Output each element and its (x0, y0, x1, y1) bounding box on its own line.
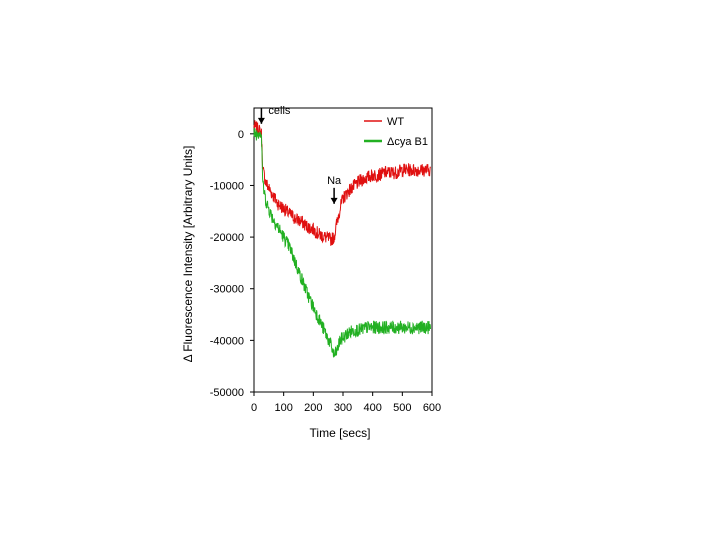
x-tick-label: 600 (423, 402, 441, 414)
annotation-arrowhead-1 (330, 197, 338, 204)
x-tick-label: 0 (251, 402, 257, 414)
x-axis-ticks: 0 100 200 300 400 500 600 (251, 392, 441, 414)
x-tick-label: 500 (393, 402, 411, 414)
annotation-label-1: Na (327, 175, 342, 187)
y-axis-ticks: 0 -10000 -20000 -30000 -40000 -50000 (210, 129, 254, 399)
x-tick-label: 200 (304, 402, 322, 414)
series-line-0 (253, 120, 431, 246)
legend-label-1: Δcya B1 (387, 136, 428, 148)
y-tick-label: -20000 (210, 232, 244, 244)
annotation-layer: cells Na (257, 105, 342, 204)
y-tick-label: -50000 (210, 387, 244, 399)
plot-frame (253, 107, 433, 393)
y-tick-label: -30000 (210, 284, 244, 296)
y-axis-title: Δ Fluorescence Intensity [Arbitrary Unit… (181, 146, 195, 363)
x-tick-label: 300 (334, 402, 352, 414)
x-axis-title: Time [secs] (310, 426, 371, 440)
y-tick-label: 0 (238, 129, 244, 141)
series-layer (253, 120, 431, 358)
annotation-label-0: cells (268, 105, 291, 117)
x-tick-label: 100 (274, 402, 292, 414)
legend-label-0: WT (387, 116, 404, 128)
legend: WT Δcya B1 (364, 116, 428, 148)
annotation-arrowhead-0 (257, 117, 265, 124)
y-tick-label: -10000 (210, 180, 244, 192)
series-line-1 (253, 128, 431, 358)
y-tick-label: -40000 (210, 335, 244, 347)
x-tick-label: 400 (363, 402, 381, 414)
plot-border (253, 107, 433, 393)
